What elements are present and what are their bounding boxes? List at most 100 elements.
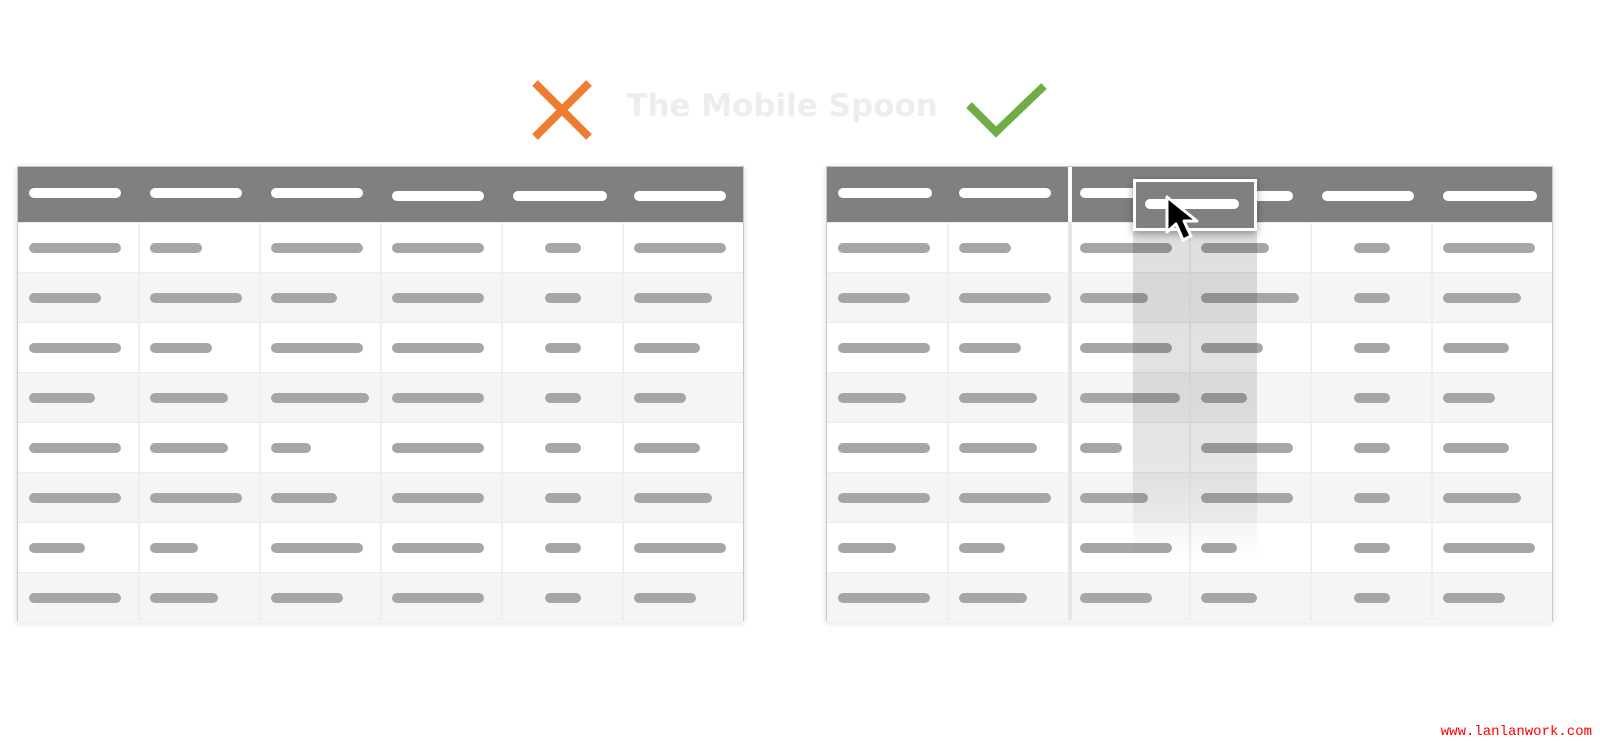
cell-placeholder bbox=[1201, 243, 1269, 253]
cell-placeholder bbox=[1080, 393, 1180, 403]
cell-placeholder bbox=[544, 293, 581, 303]
cell-placeholder bbox=[1201, 593, 1257, 603]
cell-placeholder bbox=[29, 593, 121, 603]
header-placeholder bbox=[838, 188, 932, 198]
wrong-table bbox=[17, 166, 744, 623]
cell-placeholder bbox=[634, 243, 726, 253]
cell-placeholder bbox=[392, 343, 484, 353]
cell-placeholder bbox=[838, 293, 910, 303]
header-placeholder bbox=[1080, 188, 1172, 198]
cell-placeholder bbox=[1443, 543, 1535, 553]
cell-placeholder bbox=[29, 493, 121, 503]
cell-placeholder bbox=[634, 293, 712, 303]
header-placeholder bbox=[1145, 199, 1239, 209]
cell-placeholder bbox=[1443, 593, 1505, 603]
cell-placeholder bbox=[544, 443, 581, 453]
cell-placeholder bbox=[838, 543, 896, 553]
cell-placeholder bbox=[1201, 543, 1237, 553]
header-placeholder bbox=[1322, 191, 1414, 201]
cell-placeholder bbox=[271, 343, 363, 353]
cell-placeholder bbox=[29, 393, 95, 403]
cell-placeholder bbox=[1201, 493, 1293, 503]
column-divider bbox=[501, 222, 503, 620]
drop-indicator bbox=[1068, 167, 1072, 620]
cell-placeholder bbox=[1353, 393, 1390, 403]
cell-placeholder bbox=[271, 543, 363, 553]
cell-placeholder bbox=[392, 543, 484, 553]
cell-placeholder bbox=[1443, 393, 1495, 403]
cell-placeholder bbox=[392, 443, 484, 453]
cell-placeholder bbox=[544, 493, 581, 503]
cell-placeholder bbox=[392, 593, 484, 603]
cell-placeholder bbox=[959, 443, 1037, 453]
cell-placeholder bbox=[1443, 343, 1509, 353]
cell-placeholder bbox=[271, 243, 363, 253]
cell-placeholder bbox=[838, 593, 930, 603]
cell-placeholder bbox=[271, 293, 337, 303]
cell-placeholder bbox=[959, 393, 1037, 403]
cell-placeholder bbox=[1080, 243, 1172, 253]
cell-placeholder bbox=[150, 343, 212, 353]
cell-placeholder bbox=[1080, 293, 1148, 303]
cell-placeholder bbox=[1443, 243, 1535, 253]
cell-placeholder bbox=[1353, 443, 1390, 453]
cell-placeholder bbox=[150, 293, 242, 303]
x-mark-icon bbox=[532, 80, 592, 140]
column-divider bbox=[259, 222, 261, 620]
arrow-cursor-icon bbox=[1165, 195, 1199, 242]
cell-placeholder bbox=[29, 343, 121, 353]
dragged-column-shadow bbox=[1133, 222, 1257, 562]
cell-placeholder bbox=[634, 443, 700, 453]
drop-indicator-header bbox=[1068, 167, 1072, 222]
cell-placeholder bbox=[959, 293, 1051, 303]
cell-placeholder bbox=[1353, 343, 1390, 353]
cell-placeholder bbox=[271, 593, 343, 603]
cell-placeholder bbox=[1353, 543, 1390, 553]
header-placeholder bbox=[392, 191, 484, 201]
header-placeholder bbox=[29, 188, 121, 198]
cell-placeholder bbox=[544, 343, 581, 353]
cell-placeholder bbox=[150, 443, 228, 453]
cell-placeholder bbox=[271, 493, 337, 503]
column-divider bbox=[1310, 222, 1312, 620]
cell-placeholder bbox=[959, 243, 1011, 253]
cell-placeholder bbox=[29, 543, 85, 553]
cell-placeholder bbox=[1201, 343, 1263, 353]
cell-placeholder bbox=[1080, 593, 1152, 603]
header-placeholder bbox=[634, 191, 726, 201]
cell-placeholder bbox=[392, 293, 484, 303]
cell-placeholder bbox=[392, 493, 484, 503]
cell-placeholder bbox=[544, 243, 581, 253]
cell-placeholder bbox=[959, 343, 1021, 353]
cell-placeholder bbox=[392, 393, 484, 403]
cell-placeholder bbox=[634, 593, 696, 603]
cell-placeholder bbox=[29, 243, 121, 253]
watermark: www.lanlanwork.com bbox=[1440, 724, 1592, 740]
cell-placeholder bbox=[1201, 393, 1247, 403]
right-table bbox=[826, 166, 1553, 623]
cell-placeholder bbox=[838, 493, 930, 503]
cell-placeholder bbox=[1443, 293, 1521, 303]
cell-placeholder bbox=[959, 593, 1027, 603]
check-mark-icon bbox=[966, 83, 1047, 138]
header-placeholder bbox=[271, 188, 363, 198]
column-divider bbox=[380, 222, 382, 620]
cell-placeholder bbox=[544, 543, 581, 553]
title: The Mobile Spoon bbox=[626, 88, 938, 124]
column-divider bbox=[1189, 222, 1191, 620]
cell-placeholder bbox=[634, 543, 726, 553]
cell-placeholder bbox=[1201, 293, 1299, 303]
header-placeholder bbox=[150, 188, 242, 198]
cell-placeholder bbox=[150, 393, 228, 403]
cell-placeholder bbox=[1353, 593, 1390, 603]
cell-placeholder bbox=[271, 443, 311, 453]
cell-placeholder bbox=[1080, 543, 1172, 553]
cell-placeholder bbox=[150, 243, 202, 253]
header-placeholder bbox=[959, 188, 1051, 198]
cell-placeholder bbox=[1080, 343, 1172, 353]
cell-placeholder bbox=[544, 393, 581, 403]
cell-placeholder bbox=[29, 443, 121, 453]
cell-placeholder bbox=[634, 393, 686, 403]
cell-placeholder bbox=[838, 443, 930, 453]
cell-placeholder bbox=[1080, 493, 1148, 503]
